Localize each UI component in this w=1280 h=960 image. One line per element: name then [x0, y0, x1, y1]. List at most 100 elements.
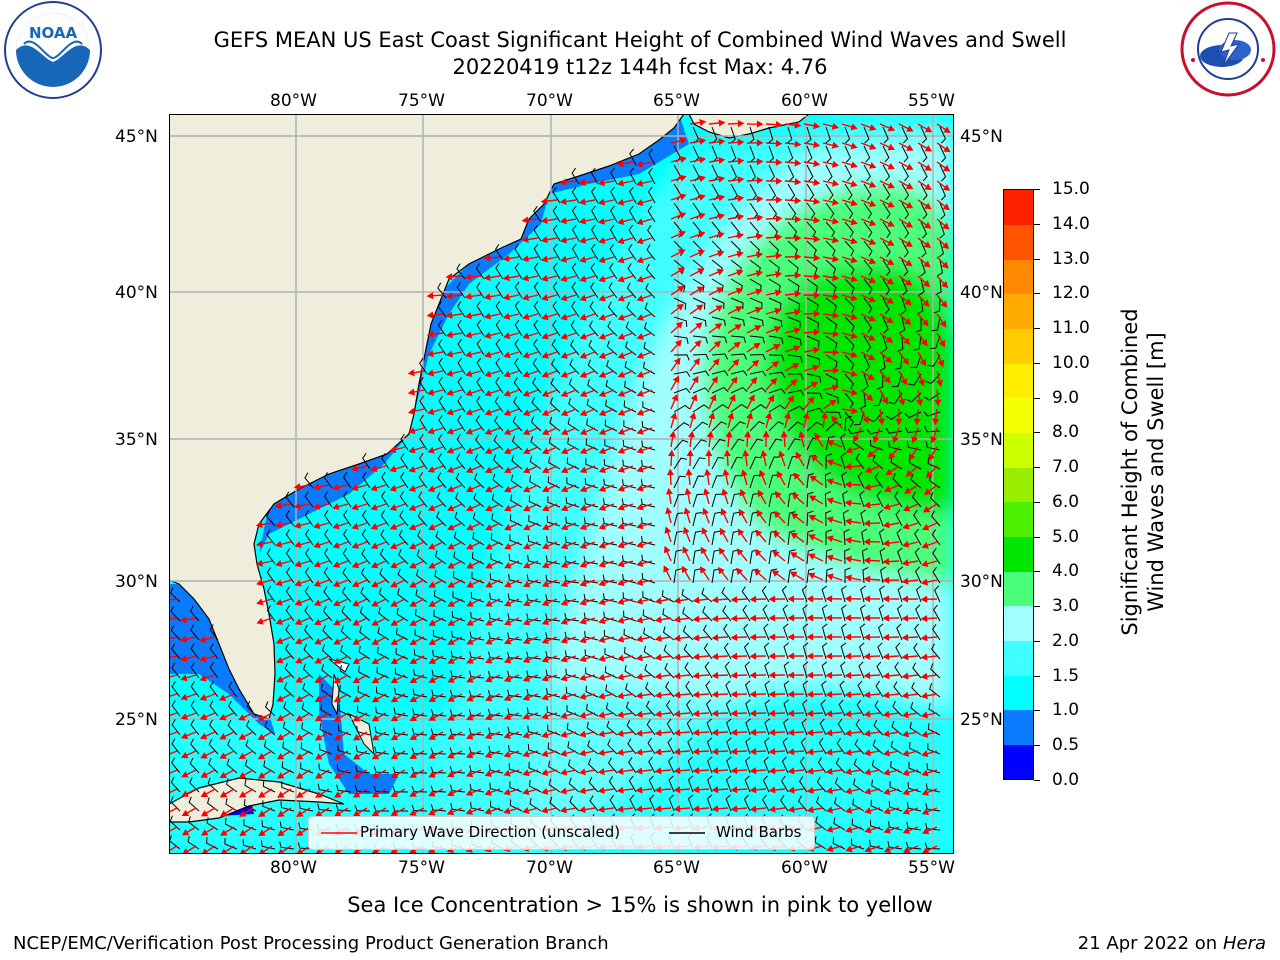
wind-barb: [362, 453, 371, 470]
wave-direction-arrowhead: [635, 654, 643, 662]
wave-direction-arrowhead: [522, 807, 530, 814]
wind-barb: [494, 396, 504, 413]
wave-direction-arrowhead: [277, 829, 285, 837]
wind-barb: [730, 438, 745, 451]
wind-barb: [171, 662, 181, 679]
wind-barb: [419, 395, 428, 413]
wave-direction-arrowhead: [447, 523, 455, 531]
wave-direction-arrowhead: [806, 786, 814, 794]
wind-barb: [920, 202, 928, 220]
wave-direction-arrow: [169, 788, 178, 794]
wind-barb: [725, 699, 732, 717]
wind-barb: [285, 529, 295, 546]
colorbar: [1003, 189, 1034, 780]
wave-direction-arrowhead: [560, 313, 568, 321]
wave-direction-arrowhead: [654, 634, 662, 643]
wind-barb: [744, 756, 751, 774]
wave-direction-arrowhead: [774, 307, 782, 315]
wave-direction-arrowhead: [409, 846, 417, 854]
wave-direction-arrowhead: [465, 466, 474, 474]
wind-barb: [768, 297, 782, 310]
wind-barb: [342, 529, 352, 546]
wind-barb: [419, 453, 428, 470]
wave-direction-arrowhead: [845, 826, 853, 834]
wind-barb: [817, 757, 827, 774]
wind-barb: [863, 278, 873, 295]
wind-barb: [925, 783, 941, 793]
wave-direction-arrowhead: [522, 750, 530, 758]
wave-direction-arrowhead: [768, 595, 776, 603]
wind-barb: [744, 680, 751, 698]
wave-direction-arrowhead: [654, 748, 662, 756]
wind-barb: [673, 422, 690, 432]
wave-direction-arrowhead: [503, 769, 511, 777]
wind-barb: [768, 259, 780, 274]
wind-barb: [284, 643, 295, 660]
wind-barb: [171, 700, 181, 717]
wind-barb: [863, 221, 873, 238]
wind-barb: [380, 510, 390, 527]
wave-direction-arrowhead: [832, 366, 840, 375]
wave-direction-arrowhead: [673, 805, 681, 813]
wind-barb: [825, 453, 832, 470]
colorbar-tick-mark: [1034, 189, 1040, 190]
wind-barb: [825, 145, 832, 163]
wave-direction-arrowhead: [844, 768, 852, 776]
wave-direction-arrowhead: [350, 464, 359, 472]
wind-barb: [622, 440, 637, 451]
wave-direction-arrowhead: [636, 333, 644, 340]
wave-direction-arrowhead: [939, 320, 947, 328]
wind-barb: [768, 316, 783, 327]
wind-barb: [704, 661, 713, 679]
wave-direction-arrowhead: [887, 239, 895, 246]
wind-barb: [209, 624, 219, 641]
wave-direction-arrowhead: [636, 237, 644, 245]
wave-direction-arrowhead: [806, 614, 814, 622]
wind-barb: [533, 339, 542, 356]
wave-direction-arrowhead: [238, 733, 246, 740]
wind-barb: [893, 681, 903, 698]
wind-barb: [431, 669, 447, 679]
wave-direction-arrowhead: [831, 198, 840, 206]
wave-direction-arrowhead: [844, 748, 852, 756]
wave-direction-arrowhead: [503, 370, 511, 378]
wave-direction-arrowhead: [689, 412, 697, 420]
wind-barb: [764, 718, 770, 736]
wave-direction-arrowhead: [598, 371, 607, 378]
wave-direction-arrowhead: [352, 734, 361, 741]
wave-direction-arrowhead: [200, 790, 209, 798]
wave-direction-arrowhead: [832, 292, 840, 300]
wind-barb: [323, 586, 333, 603]
wind-barb: [802, 604, 808, 622]
wave-direction-arrowhead: [541, 466, 550, 474]
wind-barb: [863, 316, 872, 333]
wind-barb: [456, 263, 466, 280]
wave-direction-arrowhead: [654, 786, 662, 794]
wind-barb: [818, 737, 827, 755]
wind-barb: [438, 395, 447, 413]
wind-barb: [495, 338, 504, 356]
wave-direction-arrowhead: [466, 581, 474, 588]
wave-direction-arrowhead: [636, 409, 644, 416]
wind-barb: [607, 757, 618, 774]
wave-direction-arrowhead: [712, 358, 720, 366]
wind-barb: [926, 763, 941, 774]
wind-barb: [673, 512, 684, 527]
wind-barb: [914, 547, 922, 565]
wave-direction-arrowhead: [718, 138, 726, 146]
wind-barb: [626, 719, 637, 736]
colorbar-segment: [1004, 190, 1033, 226]
wave-direction-arrowhead: [737, 176, 745, 184]
wind-barb: [506, 670, 523, 679]
wind-barb: [749, 221, 759, 238]
wind-barb: [859, 392, 867, 410]
wave-direction-arrowhead: [887, 181, 895, 189]
wave-direction-arrowhead: [521, 216, 529, 224]
colorbar-tick-mark: [1034, 675, 1040, 677]
wave-direction-arrowhead: [636, 578, 644, 586]
colorbar-tick-mark: [1034, 432, 1040, 434]
wind-barb: [882, 316, 889, 334]
wind-barb: [411, 747, 428, 755]
wave-direction-arrowhead: [902, 504, 911, 512]
wind-barb: [896, 604, 903, 622]
